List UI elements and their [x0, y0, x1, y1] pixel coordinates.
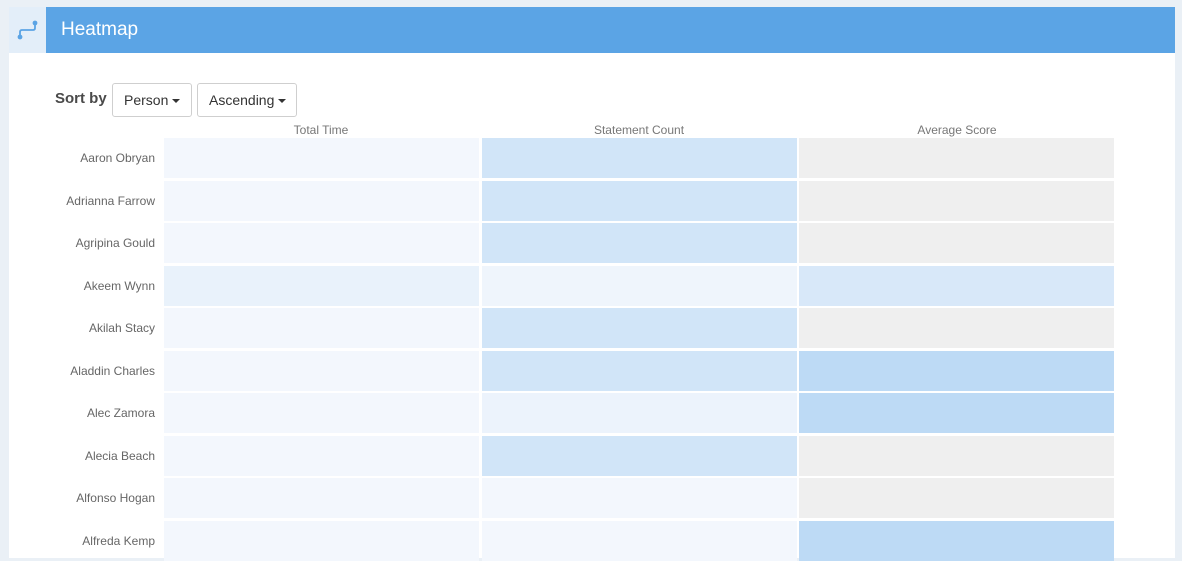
column-header-statement-count: Statement Count: [593, 123, 685, 137]
heatmap-cell[interactable]: [799, 138, 1114, 178]
header-icon-box: [9, 7, 46, 53]
route-icon: [17, 20, 38, 40]
caret-down-icon: [278, 99, 287, 104]
heatmap-cell[interactable]: [482, 478, 797, 518]
heatmap-cell[interactable]: [799, 520, 1114, 561]
sort-field-value: Person: [124, 92, 169, 108]
heatmap-cell[interactable]: [482, 393, 797, 433]
heatmap-cell[interactable]: [164, 478, 479, 518]
heatmap-cell[interactable]: [799, 350, 1114, 391]
row-label: Alfonso Hogan: [76, 491, 155, 505]
heatmap-cell[interactable]: [164, 435, 479, 476]
row-label: Alec Zamora: [86, 406, 155, 420]
heatmap-cell[interactable]: [164, 223, 479, 263]
row-label: Alecia Beach: [84, 448, 155, 463]
heatmap-cell[interactable]: [799, 393, 1114, 433]
heatmap-cell[interactable]: [164, 265, 479, 306]
heatmap-cell[interactable]: [482, 265, 797, 306]
heatmap-cell[interactable]: [799, 180, 1114, 221]
column-header-total-time: Total Time: [293, 123, 349, 137]
heatmap-cell[interactable]: [482, 350, 797, 391]
heatmap-cell[interactable]: [164, 138, 479, 178]
heatmap-cell[interactable]: [482, 435, 797, 476]
caret-down-icon: [172, 99, 181, 104]
column-header-average-score: Average Score: [917, 123, 997, 137]
row-label: Akeem Wynn: [83, 278, 155, 293]
heatmap-cell[interactable]: [164, 520, 479, 561]
row-label: Agripina Gould: [75, 236, 155, 250]
heatmap-cell[interactable]: [482, 180, 797, 221]
row-label: Aaron Obryan: [80, 151, 155, 165]
sort-by-label: Sort by: [55, 90, 107, 107]
heatmap-cell[interactable]: [482, 308, 797, 348]
heatmap-cell[interactable]: [164, 308, 479, 348]
heatmap-cell[interactable]: [482, 520, 797, 561]
heatmap-cell[interactable]: [799, 478, 1114, 518]
heatmap-cell[interactable]: [799, 308, 1114, 348]
heatmap-cell[interactable]: [164, 180, 479, 221]
heatmap-cell[interactable]: [482, 223, 797, 263]
page-title: Heatmap: [61, 19, 139, 40]
heatmap-panel: Heatmap Sort by Person Ascending Total T…: [9, 7, 1175, 561]
sort-field-dropdown[interactable]: Person: [112, 83, 192, 117]
panel-header: Heatmap: [9, 7, 1175, 53]
sort-order-dropdown[interactable]: Ascending: [197, 83, 297, 117]
row-label: Adrianna Farrow: [66, 193, 155, 208]
heatmap-cell[interactable]: [799, 223, 1114, 263]
heatmap-cell[interactable]: [799, 265, 1114, 306]
heatmap-cell[interactable]: [482, 138, 797, 178]
heatmap-cell[interactable]: [164, 350, 479, 391]
row-label: Alfreda Kemp: [82, 533, 155, 548]
sort-order-value: Ascending: [209, 92, 275, 108]
heatmap-cell[interactable]: [164, 393, 479, 433]
row-label: Akilah Stacy: [88, 321, 155, 335]
heatmap-cell[interactable]: [799, 435, 1114, 476]
row-label: Aladdin Charles: [70, 363, 155, 378]
